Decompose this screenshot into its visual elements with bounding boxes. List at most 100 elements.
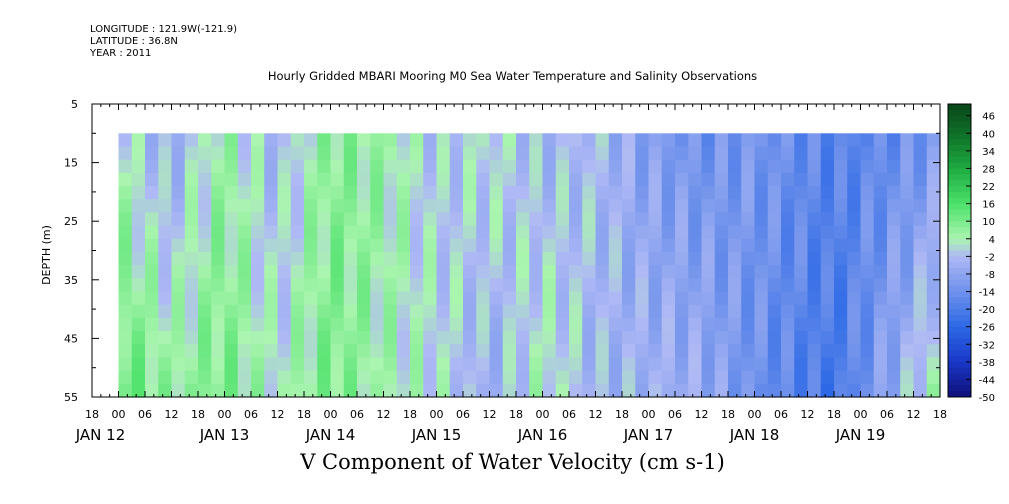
heatmap-cell [383,304,398,319]
heatmap-cell [410,278,424,293]
heatmap-cell [184,317,199,332]
heatmap-cell [145,133,159,148]
heatmap-cell [714,304,729,319]
heatmap-cell [198,133,212,148]
heatmap-cell [542,291,557,306]
heatmap-cell [542,238,557,253]
heatmap-cell [913,159,928,174]
heatmap-cell [926,383,941,398]
heatmap-cell [860,159,875,174]
heatmap-cell [304,344,318,359]
heatmap-cell [675,133,689,148]
heatmap-cell [198,344,212,359]
heatmap-cell [714,357,729,372]
x-tick-label: 18 [615,408,629,421]
heatmap-cell [741,199,756,214]
heatmap-cell [688,199,703,214]
heatmap-cell [145,251,159,266]
heatmap-cell [926,133,941,148]
heatmap-cell [330,278,345,293]
heatmap-cell [237,172,252,187]
heatmap-cell [237,199,252,214]
heatmap-cell [463,370,477,385]
heatmap-cell [502,225,517,240]
heatmap-cell [211,357,226,372]
heatmap-cell [516,331,530,345]
heatmap-cell [449,304,464,319]
heatmap-cell [489,172,504,187]
heatmap-cell [516,370,530,385]
heatmap-cell [396,291,411,306]
x-day-label: JAN 14 [305,426,356,444]
heatmap-cell [145,278,159,293]
heatmap-cell [582,383,597,398]
x-tick-label: 06 [774,408,788,421]
heatmap-cell [171,383,186,398]
heatmap-cell [688,133,703,148]
heatmap-cell [264,212,279,227]
heatmap-cell [131,238,146,253]
y-tick-label: 55 [64,391,78,404]
heatmap-cell [383,238,398,253]
heatmap-cell [502,212,517,227]
heatmap-cell [264,146,279,161]
heatmap-cell [118,133,133,148]
heatmap-cell [277,370,292,385]
heatmap-cell [555,344,570,359]
heatmap-cell [754,172,769,187]
heatmap-cell [423,265,438,279]
heatmap-cell [145,159,159,174]
heatmap-cell [913,225,928,240]
heatmap-cell [237,159,252,174]
heatmap-cell [357,357,371,372]
heatmap-cell [688,304,703,319]
heatmap-cell [370,159,385,174]
heatmap-cell [131,199,146,214]
heatmap-cell [304,291,318,306]
heatmap-cells [118,133,941,398]
heatmap-cell [555,265,570,279]
heatmap-cell [582,291,597,306]
heatmap-cell [661,186,676,200]
heatmap-cell [158,331,173,345]
heatmap-cell [847,251,862,266]
heatmap-cell [741,370,756,385]
heatmap-cell [436,278,451,293]
heatmap-cell [489,146,504,161]
heatmap-cell [237,251,252,266]
heatmap-cell [410,265,424,279]
heatmap-cell [423,159,438,174]
heatmap-cell [251,370,265,385]
heatmap-cell [264,186,279,200]
heatmap-cell [251,265,265,279]
heatmap-cell [198,251,212,266]
heatmap-cell [569,344,583,359]
heatmap-cell [635,199,650,214]
heatmap-cell [767,172,782,187]
heatmap-cell [476,317,491,332]
heatmap-cell [860,212,875,227]
heatmap-cell [290,304,305,319]
heatmap-cell [860,383,875,398]
heatmap-cell [436,146,451,161]
heatmap-cell [834,133,848,148]
heatmap-cell [661,172,676,187]
heatmap-cell [807,370,822,385]
heatmap-cell [701,317,716,332]
heatmap-cell [158,344,173,359]
heatmap-cell [502,383,517,398]
heatmap-cell [913,344,928,359]
heatmap-cell [542,133,557,148]
colorbar-band [948,168,971,175]
heatmap-cell [357,317,371,332]
heatmap-cell [436,370,451,385]
heatmap-cell [847,199,862,214]
heatmap-cell [357,199,371,214]
heatmap-cell [688,159,703,174]
x-tick-label: 06 [138,408,152,421]
heatmap-cell [807,172,822,187]
heatmap-cell [529,146,544,161]
heatmap-cell [701,146,716,161]
heatmap-cell [502,133,517,148]
heatmap-cell [237,383,252,398]
